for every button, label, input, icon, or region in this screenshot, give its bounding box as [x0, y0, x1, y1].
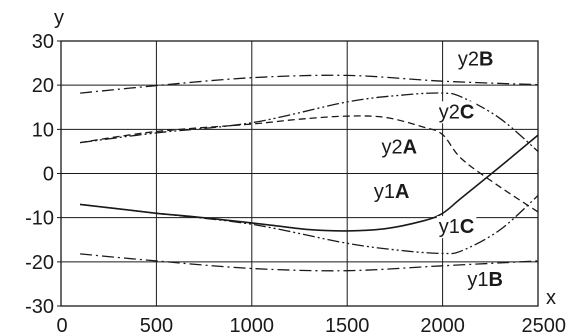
y-tick-label: -30	[25, 296, 54, 318]
y-tick-label: 20	[32, 75, 54, 97]
x-tick-label: 1000	[230, 315, 275, 336]
tick-labels: 0 500 1000 1500 2000 2500 -30 -20 -10 0 10 20 30	[25, 31, 566, 336]
x-tick-label: 0	[56, 315, 67, 336]
series-label-background	[465, 269, 505, 292]
series-labels: y1A y2A y1B y2B y1C y2C	[371, 48, 505, 292]
series-label-y2A: y2A	[382, 137, 418, 159]
x-tick-label: 2000	[420, 315, 465, 336]
x-tick-label: 500	[140, 315, 173, 336]
series-label-background	[436, 216, 477, 239]
series-label-y2C: y2C	[439, 101, 475, 123]
x-tick-label: 1500	[325, 315, 370, 336]
series-line-y2C	[80, 92, 539, 152]
y-tick-label: 0	[43, 164, 54, 186]
series-label-y1C: y1C	[439, 216, 475, 238]
series-label-y1A: y1A	[374, 181, 410, 203]
series-label-background	[379, 136, 420, 159]
plot-frame	[60, 40, 539, 307]
y-tick-label: 10	[32, 119, 54, 141]
grid-lines	[57, 40, 539, 307]
y-tick-label: -20	[25, 252, 54, 274]
series-line-y1C	[80, 195, 539, 255]
series-line-y2B	[80, 74, 539, 94]
x-axis-title: x	[546, 287, 556, 309]
x-tick-label: 2500	[522, 315, 567, 336]
y-axis-title: y	[54, 7, 64, 29]
series-label-y1B: y1B	[467, 269, 503, 291]
series-lines	[79, 74, 539, 272]
series-label-background	[455, 48, 496, 71]
y-tick-label: -10	[25, 208, 54, 230]
series-line-y1B	[80, 253, 539, 272]
series-line-y2A	[80, 115, 539, 213]
series-label-background	[436, 101, 477, 124]
series-label-background	[371, 180, 412, 203]
y-tick-label: 30	[32, 31, 54, 53]
series-label-y2B: y2B	[458, 48, 494, 70]
